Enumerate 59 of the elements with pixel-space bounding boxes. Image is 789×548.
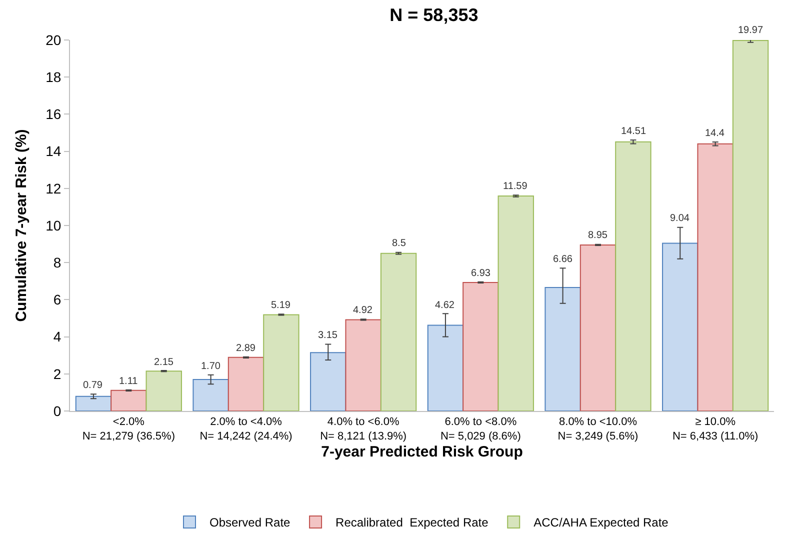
bar bbox=[75, 396, 112, 411]
legend-label: Observed Rate bbox=[210, 516, 291, 530]
data-label: 6.66 bbox=[553, 254, 573, 265]
data-label: 3.15 bbox=[318, 330, 338, 341]
bar bbox=[427, 324, 464, 411]
bar bbox=[662, 242, 698, 411]
x-tick-label: 2.0% to <4.0% N= 14,242 (24.4%) bbox=[200, 416, 292, 442]
bar bbox=[732, 40, 769, 411]
x-tick-label: ≥ 10.0% N= 6,433 (11.0%) bbox=[672, 416, 758, 442]
data-label: 9.04 bbox=[670, 213, 690, 224]
data-label: 4.92 bbox=[353, 305, 373, 316]
bar bbox=[310, 352, 346, 411]
data-label: 11.59 bbox=[503, 181, 528, 192]
data-label: 4.62 bbox=[435, 300, 455, 311]
y-tick-label: 16 bbox=[46, 106, 62, 122]
y-tick-label: 4 bbox=[53, 328, 62, 345]
y-tick-label: 8 bbox=[53, 254, 62, 270]
chart-title: N = 58,353 bbox=[390, 4, 478, 25]
y-tick-label: 12 bbox=[46, 180, 62, 196]
data-label: 8.95 bbox=[588, 230, 608, 241]
y-tick-label: 6 bbox=[53, 292, 62, 308]
data-label: 19.97 bbox=[738, 25, 764, 36]
data-label: 1.70 bbox=[201, 361, 221, 372]
bar bbox=[462, 282, 499, 411]
data-label: 14.51 bbox=[621, 126, 646, 137]
bar bbox=[228, 356, 264, 411]
x-axis-title: 7-year Predicted Risk Group bbox=[321, 444, 523, 460]
bar bbox=[380, 252, 417, 411]
data-label: 14.4 bbox=[705, 128, 725, 139]
y-tick-label: 14 bbox=[46, 143, 62, 160]
data-label: 6.93 bbox=[471, 268, 491, 279]
y-tick-label: 10 bbox=[46, 217, 62, 234]
data-label: 2.15 bbox=[154, 357, 174, 368]
bar bbox=[263, 314, 300, 411]
data-label: 0.79 bbox=[83, 380, 103, 391]
data-label: 5.19 bbox=[271, 300, 291, 311]
data-label: 2.89 bbox=[236, 343, 256, 354]
x-tick-label: 6.0% to <8.0% N= 5,029 (8.6%) bbox=[440, 416, 521, 442]
y-tick-label: 18 bbox=[46, 69, 62, 85]
x-tick-label: 8.0% to <10.0% N= 3,249 (5.6%) bbox=[558, 416, 638, 442]
legend-label: ACC/AHA Expected Rate bbox=[534, 516, 669, 530]
bar bbox=[192, 378, 229, 411]
bar bbox=[580, 244, 616, 411]
bar bbox=[697, 143, 734, 411]
y-axis-title: Cumulative 7-year Risk (%) bbox=[12, 129, 30, 322]
bar bbox=[110, 390, 147, 411]
bar bbox=[345, 319, 382, 411]
y-tick-label: 0 bbox=[53, 402, 62, 419]
x-tick-label: 4.0% to <6.0% N= 8,121 (13.9%) bbox=[320, 416, 407, 442]
data-label: 1.11 bbox=[119, 376, 138, 387]
y-tick-label: 2 bbox=[53, 366, 62, 382]
bar bbox=[498, 196, 534, 411]
data-label: 8.5 bbox=[392, 238, 406, 249]
legend-label: Recalibrated Expected Rate bbox=[336, 516, 489, 530]
x-tick-label: <2.0% N= 21,279 (36.5%) bbox=[82, 416, 175, 442]
bar bbox=[544, 286, 581, 411]
y-tick-label: 20 bbox=[46, 32, 62, 48]
bar bbox=[146, 370, 182, 411]
bar bbox=[615, 141, 652, 411]
